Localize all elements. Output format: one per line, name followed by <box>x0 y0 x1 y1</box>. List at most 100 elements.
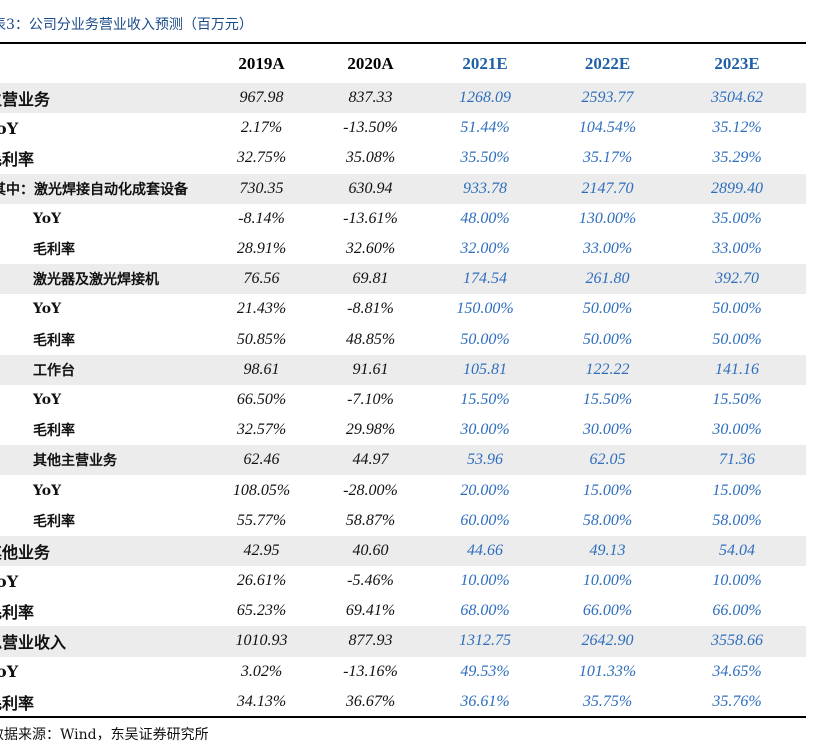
table-row: 毛利率 32.57% 29.98% 30.00% 30.00% 30.00% <box>0 415 806 445</box>
value-cell: 15.50% <box>582 390 633 408</box>
value-cell: 71.36 <box>719 451 755 469</box>
value-cell: 15.50% <box>460 390 510 408</box>
row-label-text: 毛利率 <box>33 423 75 440</box>
value-cell: 392.70 <box>715 270 759 288</box>
table-row: YoY 26.61% -5.46% 10.00% 10.00% 10.00% <box>0 566 806 596</box>
row-label: 工作台 <box>0 355 205 385</box>
header-2020a: 2020A <box>347 53 394 73</box>
value-cell: 1268.09 <box>459 89 511 107</box>
value-cell: 54.04 <box>719 541 755 559</box>
row-label: YoY <box>0 204 205 234</box>
value-cell: 66.00% <box>712 602 762 620</box>
row-label: 主营业务 <box>0 83 205 113</box>
value-cell: 3.02% <box>240 662 283 680</box>
value-cell: 35.76% <box>712 692 762 710</box>
row-label-text: YoY <box>33 210 62 227</box>
header-2021e: 2021E <box>462 53 508 73</box>
row-label: YoY <box>0 113 205 143</box>
row-label-text: YoY <box>0 571 19 591</box>
row-label-text: 工作台 <box>33 362 75 379</box>
header-2019a: 2019A <box>238 53 285 73</box>
value-cell: 35.00% <box>712 209 762 227</box>
value-cell: 36.67% <box>345 692 396 710</box>
row-label-text: YoY <box>0 662 19 682</box>
value-cell: 105.81 <box>463 360 507 378</box>
value-cell: 35.75% <box>582 692 633 710</box>
table-row: YoY 2.17% -13.50% 51.44% 104.54% 35.12% <box>0 113 806 143</box>
value-cell: 98.61 <box>243 360 280 378</box>
value-cell: 15.00% <box>712 481 762 499</box>
value-cell: 2147.70 <box>581 179 634 197</box>
row-label: 毛利率 <box>0 415 205 445</box>
value-cell: 150.00% <box>456 300 514 318</box>
value-cell: 141.16 <box>715 360 759 378</box>
row-label: YoY <box>0 566 205 596</box>
value-cell: 69.41% <box>345 602 396 620</box>
value-cell: 15.50% <box>712 390 762 408</box>
value-cell: 10.00% <box>460 572 510 590</box>
value-cell: 20.00% <box>460 481 510 499</box>
row-label-text: 毛利率 <box>33 513 75 530</box>
header-rule <box>0 83 806 84</box>
value-cell: 69.81 <box>352 270 389 288</box>
top-rule <box>0 42 806 44</box>
table-row: YoY 21.43% -8.81% 150.00% 50.00% 50.00% <box>0 294 806 324</box>
value-cell: 730.35 <box>239 179 284 197</box>
row-label: YoY <box>0 385 205 415</box>
table-row: 毛利率 34.13% 36.67% 36.61% 35.75% 35.76% <box>0 687 806 717</box>
value-cell: 261.80 <box>585 270 630 288</box>
header-2023e: 2023E <box>714 53 760 73</box>
value-cell: 837.33 <box>348 89 393 107</box>
row-label: 其他业务 <box>0 536 205 566</box>
value-cell: 50.00% <box>582 330 633 348</box>
revenue-forecast-table: 2019A 2020A 2021E 2022E 2023E 主营业务 967.98… <box>0 44 806 717</box>
table-row: YoY 3.02% -13.16% 49.53% 101.33% 34.65% <box>0 657 806 687</box>
value-cell: 32.00% <box>460 240 510 258</box>
bottom-rule <box>0 716 806 718</box>
value-cell: 35.08% <box>345 149 396 167</box>
table-row: YoY 66.50% -7.10% 15.50% 15.50% 15.50% <box>0 385 806 415</box>
row-label-text: 毛利率 <box>0 693 35 713</box>
value-cell: 933.78 <box>463 179 507 197</box>
value-cell: 35.29% <box>712 149 762 167</box>
row-label-text: YoY <box>0 118 19 138</box>
row-label: YoY <box>0 475 205 505</box>
value-cell: 32.75% <box>236 149 287 167</box>
row-label: 其中：激光焊接自动化成套设备 <box>0 174 205 204</box>
value-cell: 30.00% <box>582 421 633 439</box>
value-cell: 2642.90 <box>581 632 634 650</box>
value-cell: 1010.93 <box>235 632 288 650</box>
value-cell: 26.61% <box>236 572 287 590</box>
value-cell: 34.65% <box>712 662 762 680</box>
value-cell: -13.16% <box>343 662 398 680</box>
value-cell: 32.60% <box>345 240 396 258</box>
value-cell: 104.54% <box>578 119 637 137</box>
value-cell: 101.33% <box>578 662 637 680</box>
value-cell: 21.43% <box>236 300 287 318</box>
value-cell: -13.61% <box>343 209 398 227</box>
value-cell: 30.00% <box>460 421 510 439</box>
value-cell: 55.77% <box>236 511 287 529</box>
value-cell: 58.87% <box>345 511 396 529</box>
row-label: 毛利率 <box>0 506 205 536</box>
value-cell: 2.17% <box>240 119 283 137</box>
value-cell: 174.54 <box>463 270 507 288</box>
table-row: 总营业收入 1010.93 877.93 1312.75 2642.90 3558.66 <box>0 626 806 657</box>
row-label: 毛利率 <box>0 687 205 717</box>
value-cell: 62.46 <box>243 451 280 469</box>
value-cell: 62.05 <box>589 451 626 469</box>
row-label-text: 毛利率 <box>0 150 35 170</box>
table-row: YoY 108.05% -28.00% 20.00% 15.00% 15.00% <box>0 475 806 505</box>
row-label: 其他主营业务 <box>0 445 205 475</box>
value-cell: 1312.75 <box>459 632 511 650</box>
value-cell: 91.61 <box>352 360 389 378</box>
value-cell: 49.53% <box>460 662 510 680</box>
value-cell: 35.50% <box>460 149 510 167</box>
row-label-text: YoY <box>33 482 62 499</box>
value-cell: 50.00% <box>460 330 510 348</box>
value-cell: 58.00% <box>712 511 762 529</box>
value-cell: 28.91% <box>236 240 287 258</box>
value-cell: 49.13 <box>589 541 626 559</box>
value-cell: 35.12% <box>712 119 762 137</box>
value-cell: 32.57% <box>236 421 287 439</box>
